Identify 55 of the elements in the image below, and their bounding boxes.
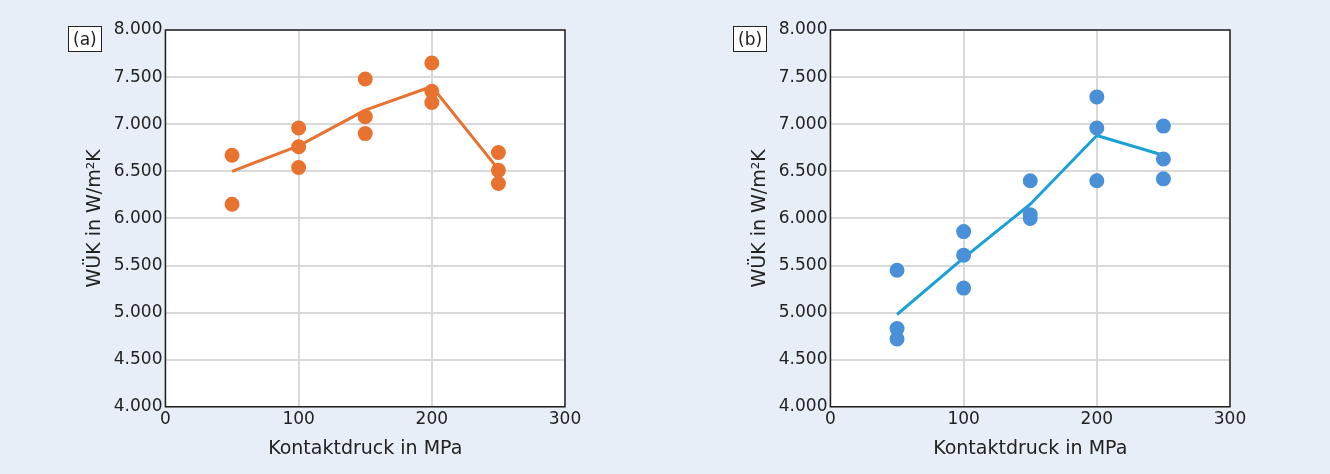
- y-tick-label: 4.500: [778, 348, 828, 369]
- y-tick-label: 5.500: [113, 253, 163, 274]
- point: [1155, 118, 1171, 134]
- point: [424, 55, 440, 71]
- point: [490, 162, 506, 178]
- y-tick-label: 6.500: [778, 159, 828, 180]
- y-tick-label: 4.500: [113, 348, 163, 369]
- point: [224, 147, 240, 163]
- x-axis-title: Kontaktdruck in MPa: [933, 435, 1128, 458]
- y-axis-title: WÜK in W/m²K: [82, 148, 105, 288]
- point: [1022, 173, 1038, 189]
- y-tick-label: 7.500: [113, 65, 163, 86]
- point: [889, 262, 905, 278]
- point: [357, 126, 373, 142]
- point: [956, 247, 972, 263]
- point: [490, 176, 506, 192]
- x-tick-label: 0: [825, 408, 836, 429]
- y-tick-label: 6.500: [113, 159, 163, 180]
- x-tick-label: 0: [160, 408, 171, 429]
- point: [956, 224, 972, 240]
- y-tick-label: 5.000: [113, 301, 163, 322]
- chart-title: (a): [68, 26, 102, 52]
- y-tick-label: 5.500: [778, 253, 828, 274]
- point: [291, 139, 307, 155]
- y-tick-label: 6.000: [113, 206, 163, 227]
- point: [956, 280, 972, 296]
- x-tick-label: 200: [1080, 408, 1114, 429]
- x-tick-label: 100: [947, 408, 980, 429]
- point: [1155, 151, 1171, 167]
- y-tick-label: 7.000: [113, 112, 163, 133]
- y-tick-label: 7.500: [778, 65, 828, 86]
- point: [357, 109, 373, 125]
- point: [357, 71, 373, 87]
- point: [424, 95, 440, 111]
- point: [1089, 120, 1105, 136]
- y-tick-label: 5.000: [778, 301, 828, 322]
- x-tick-label: 300: [1213, 408, 1247, 429]
- point: [889, 331, 905, 347]
- chart-title: (b): [733, 26, 768, 52]
- x-axis-title: Kontaktdruck in MPa: [268, 435, 463, 458]
- y-tick-label: 8.000: [113, 18, 163, 39]
- point: [1155, 171, 1171, 187]
- point: [1089, 173, 1105, 189]
- point: [291, 160, 307, 176]
- point: [291, 120, 307, 136]
- y-tick-label: 6.000: [778, 206, 828, 227]
- x-tick-label: 100: [282, 408, 315, 429]
- point: [490, 144, 506, 160]
- y-axis-title: WÜK in W/m²K: [747, 148, 770, 288]
- point: [1089, 89, 1105, 105]
- x-tick-label: 300: [548, 408, 582, 429]
- y-tick-label: 7.000: [778, 112, 828, 133]
- x-tick-label: 200: [415, 408, 449, 429]
- y-tick-label: 8.000: [778, 18, 828, 39]
- point: [224, 196, 240, 212]
